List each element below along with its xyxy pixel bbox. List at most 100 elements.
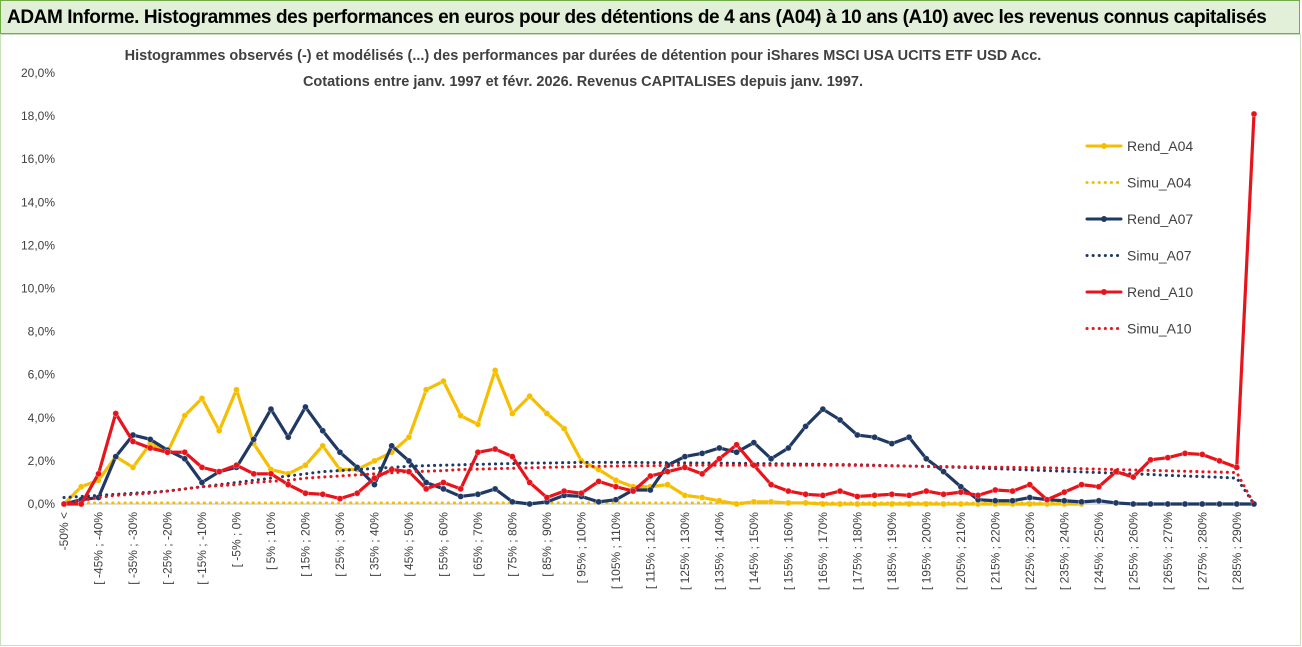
legend-marker — [1101, 289, 1107, 295]
point — [267, 470, 275, 477]
point — [526, 500, 533, 508]
series-line — [62, 112, 1256, 506]
x-tick-label: [ 185% ; 190% — [885, 512, 899, 590]
point — [95, 470, 102, 477]
point — [285, 434, 292, 441]
point — [78, 483, 85, 490]
point — [1009, 497, 1016, 504]
point — [457, 493, 464, 500]
point — [509, 453, 516, 460]
point — [509, 498, 516, 505]
y-tick-label: 8,0% — [28, 325, 56, 339]
point — [233, 386, 240, 393]
point — [198, 479, 206, 486]
point — [267, 406, 275, 413]
point — [1095, 497, 1102, 504]
point — [250, 436, 257, 443]
point — [1181, 450, 1189, 457]
point — [147, 436, 154, 443]
point — [181, 455, 188, 462]
point — [457, 412, 464, 419]
point — [1250, 110, 1258, 118]
point — [647, 486, 654, 494]
x-tick-label: [ 265% ; 270% — [1161, 512, 1175, 590]
x-tick-label: [ 25% ; 30% — [333, 512, 347, 577]
point — [1233, 464, 1240, 471]
point — [957, 488, 964, 496]
point — [595, 498, 602, 505]
point — [319, 442, 326, 449]
point — [819, 406, 826, 413]
point — [767, 455, 775, 462]
point — [992, 497, 999, 504]
point — [319, 427, 326, 434]
point — [1130, 473, 1137, 481]
x-tick-label: [ -15% ; -10% — [195, 512, 209, 585]
point — [181, 412, 188, 419]
point — [905, 434, 913, 441]
point — [526, 479, 533, 486]
series-line — [62, 460, 1256, 506]
point — [147, 444, 154, 452]
x-tick-label: [ 135% ; 140% — [712, 512, 726, 590]
point — [1095, 483, 1102, 490]
point — [595, 478, 602, 485]
point — [854, 493, 861, 500]
x-tick-label: [ 195% ; 200% — [919, 512, 933, 590]
point — [216, 468, 223, 475]
point — [1164, 454, 1171, 461]
point — [371, 457, 378, 465]
point — [440, 479, 447, 486]
point — [1043, 496, 1051, 503]
point — [405, 457, 413, 465]
series-line — [62, 463, 1256, 506]
point — [923, 487, 930, 495]
legend-label: Simu_A07 — [1127, 248, 1192, 264]
point — [560, 425, 568, 432]
point — [233, 462, 240, 469]
point — [802, 423, 809, 430]
x-tick-label: [ 245% ; 250% — [1092, 512, 1106, 590]
y-tick-label: 0,0% — [28, 497, 56, 511]
x-tick-label: [ 275% ; 280% — [1195, 512, 1209, 590]
point — [664, 468, 671, 475]
point — [250, 470, 257, 477]
point — [112, 410, 119, 417]
point — [854, 431, 861, 439]
x-tick-label: [ 95% ; 100% — [574, 512, 588, 584]
point — [354, 490, 361, 497]
point — [302, 490, 309, 497]
chart-subtitle: Cotations entre janv. 1997 et févr. 2026… — [303, 74, 863, 90]
point — [543, 494, 551, 501]
point — [1147, 456, 1154, 463]
point — [1199, 451, 1206, 458]
x-tick-label: [ 205% ; 210% — [954, 512, 968, 590]
point — [198, 464, 206, 471]
legend-label: Rend_A10 — [1127, 284, 1193, 300]
x-tick-label: [ 65% ; 70% — [471, 512, 485, 577]
x-tick-label: [ 55% ; 60% — [436, 512, 450, 577]
point — [423, 386, 430, 393]
point — [440, 485, 447, 493]
point — [216, 427, 223, 434]
point — [371, 474, 378, 482]
point — [1216, 500, 1223, 508]
point — [1216, 457, 1223, 465]
point — [785, 444, 792, 452]
legend-label: Rend_A04 — [1127, 138, 1193, 154]
point — [871, 434, 878, 441]
point — [302, 462, 309, 469]
point — [1061, 497, 1068, 504]
point — [560, 487, 568, 495]
point — [164, 449, 171, 456]
point — [802, 491, 809, 498]
point — [957, 483, 964, 490]
point — [1181, 500, 1189, 508]
point — [198, 395, 206, 402]
point — [474, 421, 482, 428]
point — [492, 485, 499, 493]
x-tick-label: [ -35% ; -30% — [126, 512, 140, 585]
point — [664, 481, 671, 488]
point — [612, 496, 620, 503]
point — [1130, 500, 1137, 508]
